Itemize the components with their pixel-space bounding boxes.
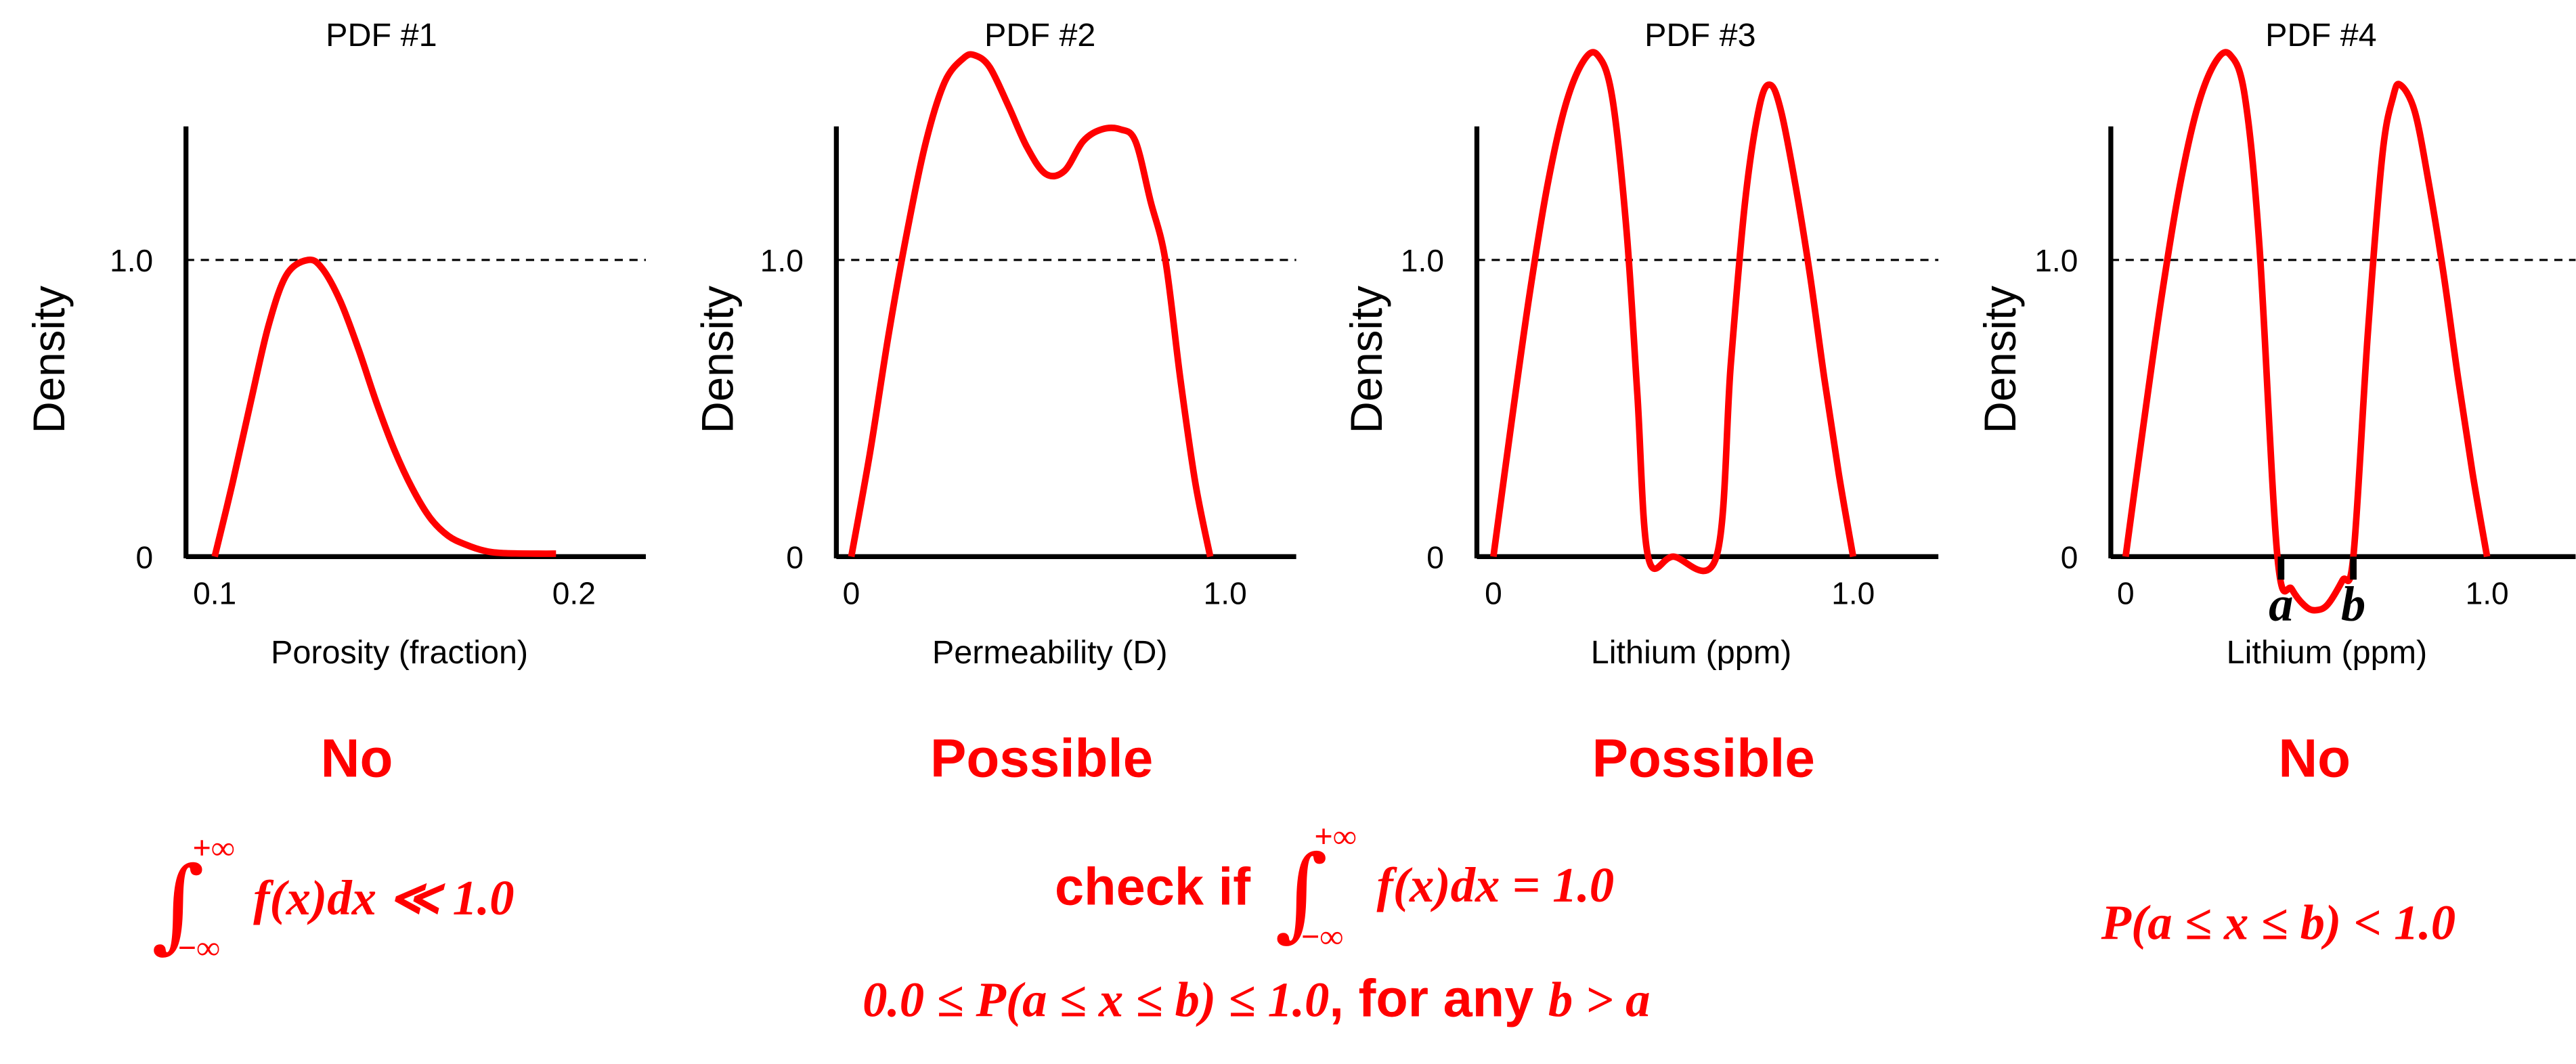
- condition-prefix: check if: [1055, 858, 1250, 916]
- chart-title: PDF #4: [2265, 17, 2376, 53]
- x-tick-label: 1.0: [1204, 576, 1247, 611]
- range-space: [1533, 970, 1548, 1028]
- x-tick-label: 0: [843, 576, 860, 611]
- density-curve: [2122, 49, 2491, 614]
- formula: P(a ≤ x ≤ b) < 1.0: [2101, 895, 2456, 950]
- interval-label: a: [2269, 577, 2293, 631]
- density-curve: [1490, 49, 1857, 575]
- range-condition: 0.0 ≤ P(a ≤ x ≤ b) ≤ 1.0, for any b > a: [863, 970, 1650, 1028]
- x-tick-label: 0.2: [552, 576, 596, 611]
- x-tick-label: 0: [1485, 576, 1502, 611]
- y-tick-label: 0: [1426, 539, 1444, 575]
- y-axis-label: Density: [1342, 286, 1391, 434]
- x-tick-label: 0.1: [193, 576, 236, 611]
- y-tick-label: 0: [786, 539, 804, 575]
- verdict: Possible: [1592, 728, 1815, 788]
- y-axis-label: Density: [1975, 286, 2025, 434]
- formula: f(x)dx ≪ 1.0: [253, 870, 514, 925]
- y-tick-label: 0: [136, 539, 154, 575]
- integral-lower: −∞: [178, 931, 220, 967]
- x-tick-label: 1.0: [2466, 576, 2509, 611]
- y-axis-label: Density: [24, 286, 74, 434]
- range-suffix: , for any: [1329, 970, 1533, 1028]
- range-formula: 0.0 ≤ P(a ≤ x ≤ b) ≤ 1.0: [863, 973, 1329, 1027]
- formula: f(x)dx = 1.0: [1377, 858, 1615, 912]
- y-tick-label: 1.0: [110, 243, 153, 278]
- verdict: No: [321, 728, 393, 788]
- range-tail: b > a: [1548, 973, 1651, 1027]
- verdict: No: [2278, 728, 2351, 788]
- integral-sign: ∫: [152, 845, 204, 964]
- x-axis-label: Lithium (ppm): [1591, 634, 1791, 671]
- chart-title: PDF #2: [984, 17, 1095, 53]
- interval-label: b: [2341, 577, 2365, 631]
- x-tick-label: 0: [2117, 576, 2135, 611]
- chart-title: PDF #1: [326, 17, 437, 53]
- y-tick-label: 1.0: [760, 243, 804, 278]
- y-axis-label: Density: [693, 286, 743, 434]
- y-tick-label: 0: [2061, 539, 2078, 575]
- x-axis-label: Permeability (D): [932, 634, 1168, 671]
- y-tick-label: 1.0: [1401, 243, 1444, 278]
- integral-sign: ∫: [1275, 834, 1328, 952]
- chart-title: PDF #3: [1644, 17, 1755, 53]
- integral-upper: +∞: [192, 830, 234, 866]
- integral-lower: −∞: [1301, 919, 1343, 955]
- density-curve: [848, 51, 1214, 558]
- verdict: Possible: [930, 728, 1153, 788]
- x-axis-label: Porosity (fraction): [271, 634, 528, 671]
- x-tick-label: 1.0: [1831, 576, 1875, 611]
- x-axis-label: Lithium (ppm): [2227, 634, 2427, 671]
- integral-upper: +∞: [1314, 819, 1356, 855]
- density-curve: [211, 256, 556, 558]
- y-tick-label: 1.0: [2034, 243, 2078, 278]
